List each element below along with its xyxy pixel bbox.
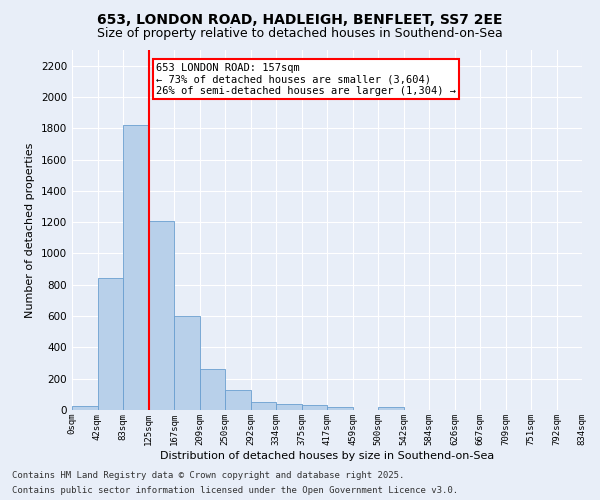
Text: Contains HM Land Registry data © Crown copyright and database right 2025.: Contains HM Land Registry data © Crown c… — [12, 471, 404, 480]
Bar — [251, 402, 276, 410]
X-axis label: Distribution of detached houses by size in Southend-on-Sea: Distribution of detached houses by size … — [160, 450, 494, 460]
Y-axis label: Number of detached properties: Number of detached properties — [25, 142, 35, 318]
Bar — [327, 407, 353, 410]
Bar — [199, 370, 225, 410]
Text: 653 LONDON ROAD: 157sqm
← 73% of detached houses are smaller (3,604)
26% of semi: 653 LONDON ROAD: 157sqm ← 73% of detache… — [156, 62, 456, 96]
Bar — [174, 316, 199, 410]
Text: Contains public sector information licensed under the Open Government Licence v3: Contains public sector information licen… — [12, 486, 458, 495]
Bar — [123, 125, 149, 410]
Bar — [97, 278, 123, 410]
Bar — [72, 406, 97, 410]
Bar — [276, 404, 302, 410]
Bar — [302, 406, 327, 410]
Bar — [225, 390, 251, 410]
Text: 653, LONDON ROAD, HADLEIGH, BENFLEET, SS7 2EE: 653, LONDON ROAD, HADLEIGH, BENFLEET, SS… — [97, 12, 503, 26]
Bar — [149, 220, 174, 410]
Bar — [378, 407, 404, 410]
Text: Size of property relative to detached houses in Southend-on-Sea: Size of property relative to detached ho… — [97, 28, 503, 40]
